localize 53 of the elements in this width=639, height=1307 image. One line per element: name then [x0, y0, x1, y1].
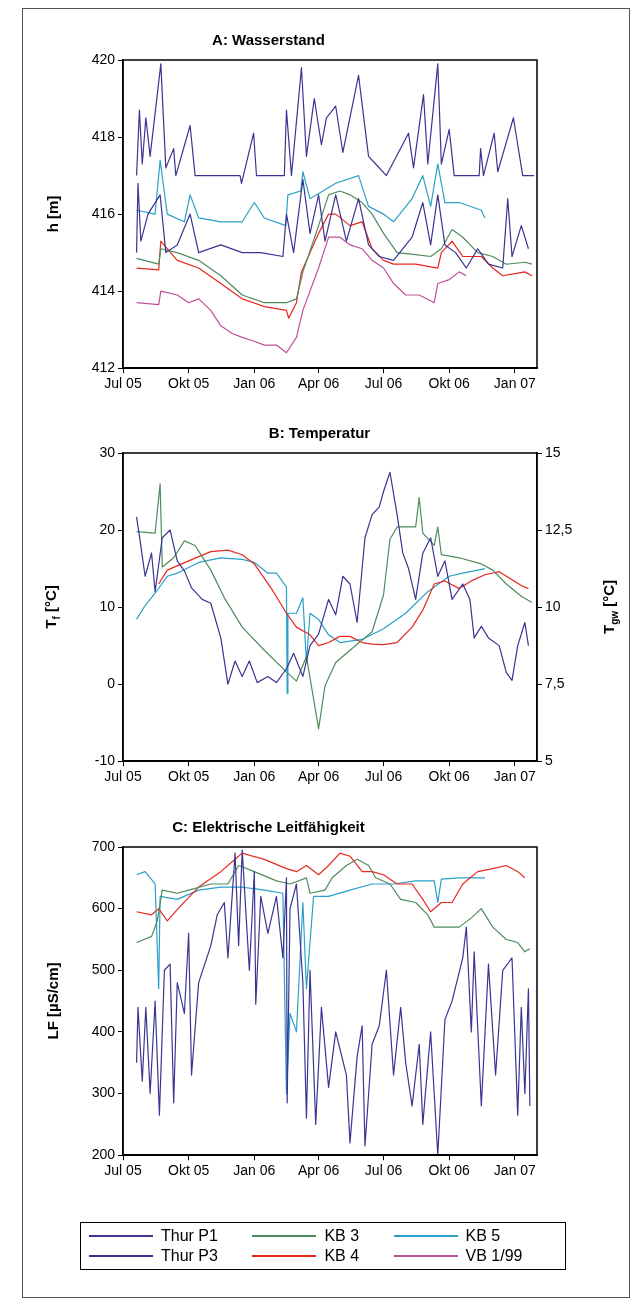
x-tick-label: Apr 06	[297, 1162, 340, 1179]
y2-tick-label: 10	[545, 597, 561, 614]
x-tick-label: Jan 06	[233, 1162, 276, 1179]
chart-title: C: Elektrische Leitfähigkeit	[172, 818, 365, 836]
x-tick-label: Jul 05	[104, 1162, 142, 1179]
y2-tick-label: 7,5	[545, 675, 565, 692]
x-tick-label: Jan 07	[493, 1162, 537, 1179]
y-tick-label: 412	[91, 359, 116, 376]
x-tick-label: Jan 07	[493, 375, 537, 392]
legend-label: Thur P1	[161, 1227, 218, 1245]
x-tick-label: Jan 07	[493, 768, 537, 785]
x-tick-label: Okt 05	[168, 375, 210, 392]
legend-label: Thur P3	[161, 1247, 218, 1265]
y-tick-label: 0	[107, 675, 116, 692]
x-tick-label: Apr 06	[297, 768, 340, 785]
legend-label: KB 4	[324, 1247, 360, 1265]
x-tick-label: Jul 06	[364, 768, 403, 785]
x-tick-label: Jul 06	[364, 375, 403, 392]
x-tick-label: Okt 05	[168, 1162, 210, 1179]
x-tick-label: Apr 06	[297, 375, 340, 392]
y-tick-label: 416	[91, 204, 116, 221]
y-tick-label: 300	[91, 1084, 116, 1101]
x-tick-label: Okt 06	[428, 375, 471, 392]
y-axis-title: h [m]	[43, 195, 61, 233]
y-tick-label: 20	[99, 520, 116, 537]
legend-label: VB 1/99	[465, 1247, 523, 1265]
y-tick-label: 420	[91, 50, 116, 67]
chart-title: B: Temperatur	[268, 424, 371, 442]
y2-tick-label: 12,5	[545, 520, 573, 537]
y-tick-label: 200	[91, 1146, 116, 1163]
legend-label: KB 3	[324, 1227, 360, 1245]
x-tick-label: Okt 06	[428, 768, 471, 785]
x-tick-label: Jul 06	[364, 1162, 403, 1179]
x-tick-label: Okt 06	[428, 1162, 471, 1179]
y-tick-label: 400	[91, 1022, 116, 1039]
y-tick-label: 700	[91, 837, 116, 854]
y-tick-label: -10	[94, 752, 116, 769]
y-tick-label: 10	[99, 597, 116, 614]
y-tick-label: 600	[91, 899, 116, 916]
x-tick-label: Jan 06	[233, 375, 276, 392]
x-tick-label: Jul 05	[104, 375, 142, 392]
y-tick-label: 414	[91, 282, 116, 299]
y-tick-label: 500	[91, 961, 116, 978]
y-axis-title: LF [µS/cm]	[43, 962, 61, 1040]
x-tick-label: Jan 06	[233, 768, 276, 785]
chart-title: A: Wasserstand	[212, 31, 325, 49]
x-tick-label: Okt 05	[168, 768, 210, 785]
y-tick-label: 30	[99, 443, 116, 460]
y2-tick-label: 5	[545, 752, 553, 769]
y-tick-label: 418	[91, 127, 116, 144]
x-tick-label: Jul 05	[104, 768, 142, 785]
legend-label: KB 5	[465, 1227, 501, 1245]
y2-tick-label: 15	[545, 443, 561, 460]
